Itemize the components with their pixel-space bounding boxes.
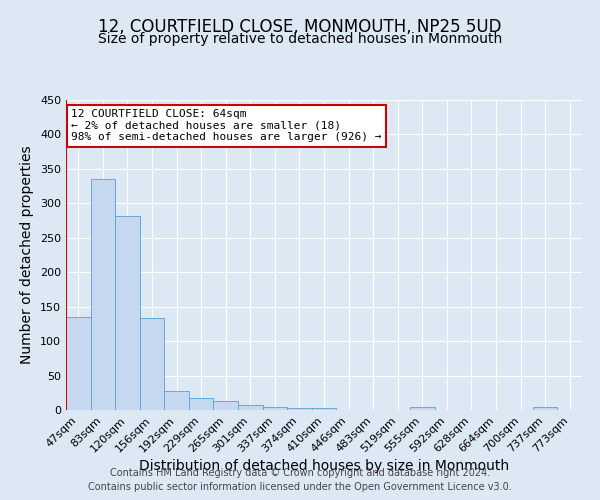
Text: Contains public sector information licensed under the Open Government Licence v3: Contains public sector information licen… <box>88 482 512 492</box>
Bar <box>263 406 287 410</box>
Bar <box>533 407 557 410</box>
Y-axis label: Number of detached properties: Number of detached properties <box>20 146 34 364</box>
Bar <box>238 405 263 410</box>
Text: Contains HM Land Registry data © Crown copyright and database right 2024.: Contains HM Land Registry data © Crown c… <box>110 468 490 477</box>
Bar <box>91 179 115 410</box>
X-axis label: Distribution of detached houses by size in Monmouth: Distribution of detached houses by size … <box>139 460 509 473</box>
Bar <box>410 407 434 410</box>
Bar <box>66 317 91 410</box>
Bar <box>214 401 238 410</box>
Text: 12, COURTFIELD CLOSE, MONMOUTH, NP25 5UD: 12, COURTFIELD CLOSE, MONMOUTH, NP25 5UD <box>98 18 502 36</box>
Bar <box>140 318 164 410</box>
Text: Size of property relative to detached houses in Monmouth: Size of property relative to detached ho… <box>98 32 502 46</box>
Text: 12 COURTFIELD CLOSE: 64sqm
← 2% of detached houses are smaller (18)
98% of semi-: 12 COURTFIELD CLOSE: 64sqm ← 2% of detac… <box>71 110 382 142</box>
Bar <box>312 408 336 410</box>
Bar <box>115 216 140 410</box>
Bar <box>164 390 189 410</box>
Bar <box>287 408 312 410</box>
Bar <box>189 398 214 410</box>
